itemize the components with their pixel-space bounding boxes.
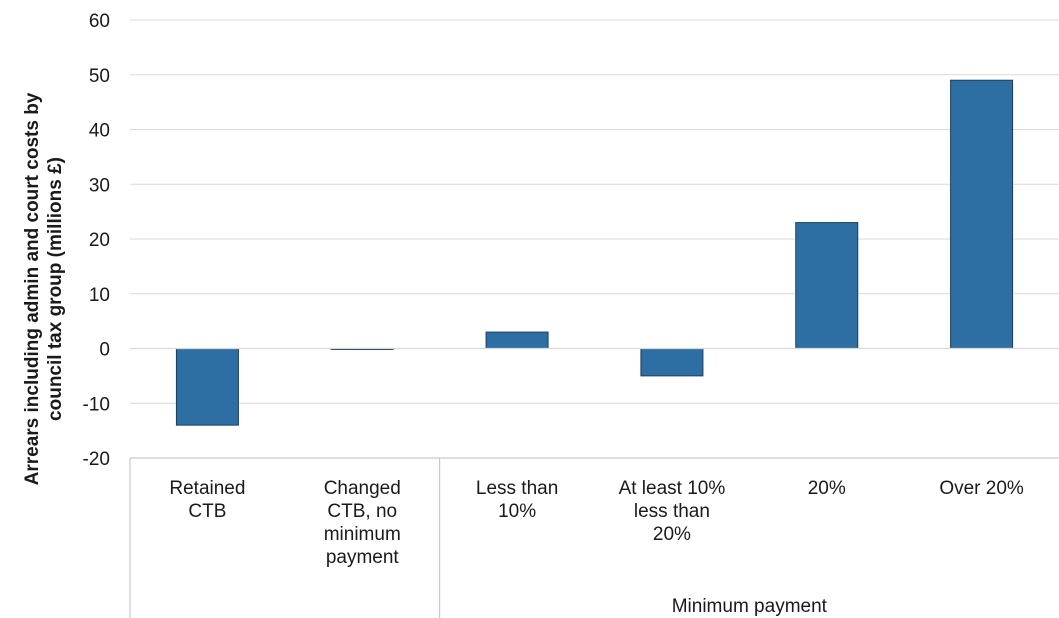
category-label: At least 10% less than 20% [619,478,726,545]
category-label: 20% [808,478,846,499]
y-tick-label: 20 [89,230,110,251]
category-label-line: 20% [808,478,846,499]
bar [175,348,239,426]
y-tick-label: 40 [89,121,110,142]
category-label-line: Retained [169,478,245,499]
category-label-line: Over 20% [939,478,1024,499]
bar [640,348,704,377]
axes [129,347,1059,618]
y-tick-label: 60 [89,11,110,32]
group-label: Minimum payment [672,596,828,617]
y-tick-label: 30 [89,175,110,196]
gridlines [130,19,1059,459]
category-label: Changed CTB, no minimum payment [324,478,401,568]
bar [795,222,859,349]
category-label-line: Less than [476,478,558,499]
y-axis-label-line: council tax group (millions £) [45,157,66,421]
category-label-line: less than [634,501,710,522]
y-tick-label: 0 [99,340,110,361]
category-label: Over 20% [939,478,1024,499]
y-axis-label-line: Arrears including admin and court costs … [22,92,43,485]
category-label-line: Changed [324,478,401,499]
category-label-line: payment [326,547,400,568]
y-tick-label: -10 [83,394,110,415]
y-tick-label: 10 [89,285,110,306]
y-tick-label: 50 [89,66,110,87]
category-label: Retained CTB [169,478,245,522]
category-label-line: At least 10% [619,478,726,499]
bar [950,79,1014,349]
y-tick-label: -20 [83,449,110,470]
bars [175,79,1014,426]
category-label-line: CTB, no [327,501,397,522]
y-axis-label: Arrears including admin and court costs … [22,92,66,485]
category-labels: Retained CTB Changed CTB, no minimum payment L… [169,478,1024,568]
category-label-line: minimum [324,524,401,545]
y-axis-ticks: -20 -10 0 10 20 30 40 50 60 [83,11,110,470]
category-label-line: 20% [653,524,691,545]
category-label-line: CTB [188,501,226,522]
bar [485,331,549,350]
category-label: Less than 10% [476,478,558,522]
category-label-line: 10% [498,501,536,522]
